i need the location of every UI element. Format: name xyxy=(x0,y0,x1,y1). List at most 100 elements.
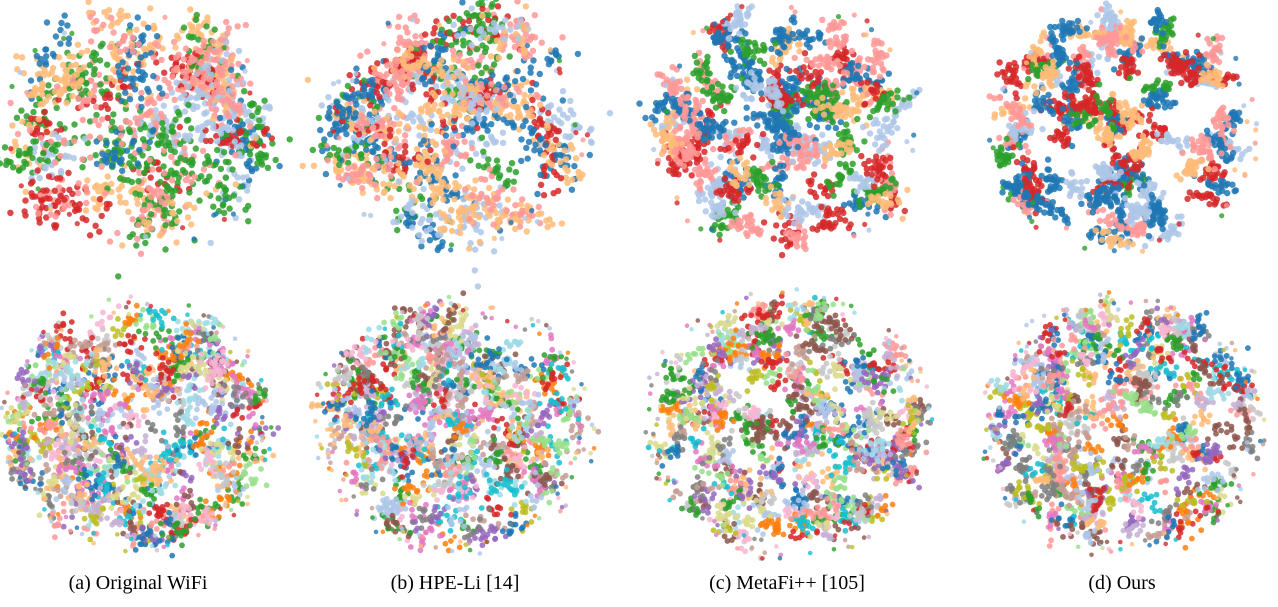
scatter-point xyxy=(675,171,682,178)
scatter-point xyxy=(248,112,256,120)
scatter-point xyxy=(170,67,178,74)
scatter-point xyxy=(242,21,249,29)
scatter-point xyxy=(697,177,704,185)
scatter-point xyxy=(474,283,482,290)
scatter-point xyxy=(91,66,98,73)
scatter-point xyxy=(74,190,82,197)
scatter-point xyxy=(65,169,72,177)
scatter-point xyxy=(801,30,808,38)
scatter-point xyxy=(436,62,443,69)
scatter-point xyxy=(374,194,381,202)
scatter-point xyxy=(499,235,505,242)
scatter-point xyxy=(79,116,87,124)
scatter-point xyxy=(107,74,114,82)
scatter-point xyxy=(373,155,380,163)
scatter-point xyxy=(709,124,717,132)
scatter-point xyxy=(304,76,312,84)
scatter-point xyxy=(324,143,330,149)
scatter-point xyxy=(343,123,350,130)
scatter-point xyxy=(336,79,342,85)
scatter-point xyxy=(357,52,364,59)
scatter-point xyxy=(788,16,795,23)
scatter-point xyxy=(350,163,357,171)
scatter-point xyxy=(164,194,171,201)
scatter-point xyxy=(247,90,253,96)
scatter-point xyxy=(556,66,562,72)
scatter-point xyxy=(501,84,508,91)
scatter-point xyxy=(133,26,140,33)
scatter-point xyxy=(81,97,88,104)
scatter-point xyxy=(246,151,254,158)
scatter-point xyxy=(212,56,219,64)
scatter-point xyxy=(805,116,812,123)
scatter-point xyxy=(133,242,140,249)
scatter-point xyxy=(57,192,64,199)
scatter-point xyxy=(556,58,563,64)
scatter-point xyxy=(41,108,48,116)
scatter-point xyxy=(220,149,228,156)
scatter-point xyxy=(734,45,741,52)
scatter-point xyxy=(515,23,522,30)
scatter-point xyxy=(445,73,452,81)
scatter-point xyxy=(354,171,361,178)
scatter-point xyxy=(519,75,527,83)
scatter-point xyxy=(52,33,60,40)
scatter-point xyxy=(701,196,709,203)
scatter-point xyxy=(853,94,860,101)
scatter-point xyxy=(147,211,155,218)
scatter-point xyxy=(66,186,73,193)
scatter-point xyxy=(795,234,802,241)
scatter-point xyxy=(847,221,854,228)
scatter-point xyxy=(103,200,111,208)
scatter-point xyxy=(490,221,497,228)
scatter-point xyxy=(317,126,324,134)
scatter-point xyxy=(806,44,813,51)
scatter-point xyxy=(353,65,360,72)
scatter-point xyxy=(44,158,51,165)
scatter-point xyxy=(707,190,714,197)
scatter-point xyxy=(465,17,473,25)
scatter-point xyxy=(529,96,536,104)
scatter-point xyxy=(785,112,792,120)
scatter-point xyxy=(147,194,155,201)
scatter-point xyxy=(527,87,535,94)
scatter-point xyxy=(844,128,851,135)
scatter-point xyxy=(244,58,250,64)
scatter-point xyxy=(456,82,463,90)
scatter-point xyxy=(146,138,153,146)
scatter-point xyxy=(813,124,821,131)
scatter-point xyxy=(432,211,440,218)
scatter-point xyxy=(547,47,553,53)
scatter-point xyxy=(184,214,192,221)
scatter-point xyxy=(436,22,442,28)
scatter-point xyxy=(468,41,475,49)
scatter-point xyxy=(173,79,180,86)
scatter-point xyxy=(441,158,448,165)
scatter-point xyxy=(69,76,77,84)
scatter-point xyxy=(105,6,113,14)
scatter-point xyxy=(722,134,730,141)
scatter-point xyxy=(371,108,378,115)
scatter-point xyxy=(17,69,23,76)
scatter-point xyxy=(235,47,243,55)
scatter-point xyxy=(502,102,509,109)
scatter-point xyxy=(199,147,207,155)
scatter-point xyxy=(693,59,700,66)
scatter-point xyxy=(727,48,734,55)
scatter-point xyxy=(63,99,70,107)
scatter-point xyxy=(222,192,229,199)
scatter-point xyxy=(368,212,374,219)
scatter-point xyxy=(126,160,133,167)
scatter-point xyxy=(708,111,716,119)
scatter-point xyxy=(119,242,126,249)
scatter-point xyxy=(79,156,86,163)
scatter-point xyxy=(824,178,831,185)
scatter-point xyxy=(229,83,236,90)
scatter-point xyxy=(370,81,377,88)
scatter-point xyxy=(27,77,35,84)
scatter-point xyxy=(49,50,57,58)
scatter-point xyxy=(450,143,457,150)
scatter-point xyxy=(461,207,468,214)
scatter-point xyxy=(665,124,672,131)
scatter-point xyxy=(181,169,189,176)
